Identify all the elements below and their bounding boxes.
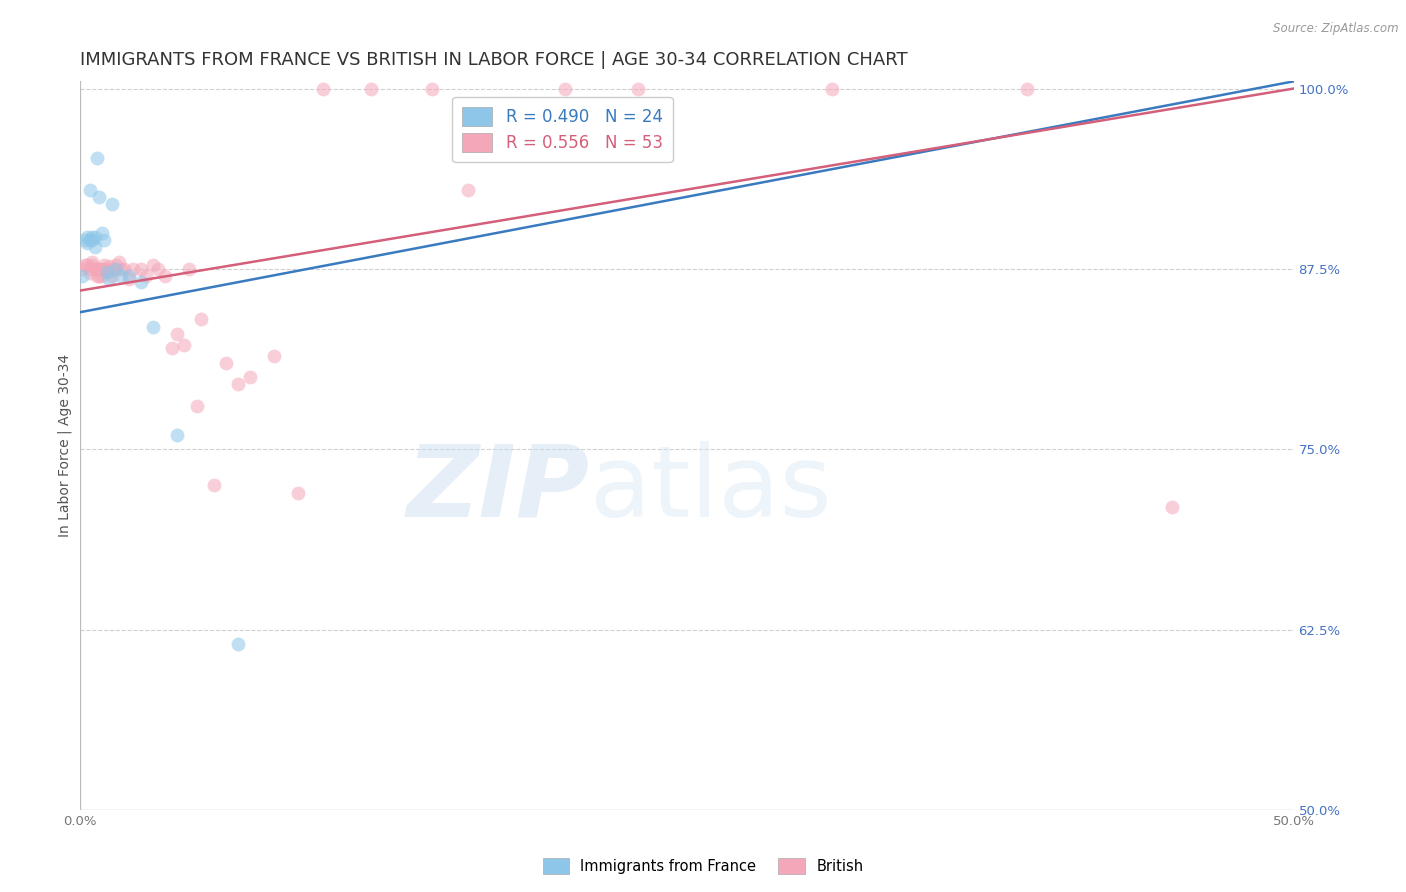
Point bbox=[82, 233, 104, 247]
Point bbox=[146, 262, 169, 277]
Point bbox=[179, 262, 201, 277]
Point bbox=[98, 265, 121, 279]
Point bbox=[226, 377, 249, 392]
Point bbox=[129, 262, 152, 277]
Point bbox=[86, 269, 108, 284]
Point bbox=[312, 81, 335, 95]
Point bbox=[1161, 500, 1184, 514]
Point bbox=[457, 183, 479, 197]
Point bbox=[76, 230, 98, 244]
Point bbox=[162, 341, 184, 355]
Point bbox=[554, 81, 576, 95]
Point bbox=[110, 262, 132, 277]
Point bbox=[129, 275, 152, 289]
Point bbox=[93, 233, 115, 247]
Point bbox=[100, 197, 122, 211]
Point bbox=[73, 258, 96, 272]
Point bbox=[122, 262, 145, 277]
Point bbox=[287, 485, 309, 500]
Point bbox=[82, 230, 104, 244]
Point bbox=[239, 370, 262, 384]
Point bbox=[190, 312, 212, 326]
Point bbox=[108, 254, 131, 268]
Point bbox=[83, 230, 105, 244]
Point bbox=[90, 262, 112, 277]
Point bbox=[1015, 81, 1038, 95]
Point bbox=[79, 262, 101, 277]
Point bbox=[73, 233, 96, 247]
Point bbox=[226, 637, 249, 651]
Point bbox=[76, 258, 98, 272]
Point bbox=[117, 272, 139, 286]
Point bbox=[79, 266, 101, 280]
Point bbox=[76, 235, 98, 250]
Point bbox=[173, 338, 195, 352]
Point bbox=[86, 151, 108, 165]
Point bbox=[103, 262, 125, 277]
Point bbox=[112, 262, 135, 277]
Point bbox=[166, 326, 188, 341]
Point bbox=[79, 183, 101, 197]
Point bbox=[186, 399, 208, 413]
Point bbox=[202, 478, 225, 492]
Point bbox=[263, 349, 285, 363]
Point bbox=[98, 259, 121, 273]
Point bbox=[100, 269, 122, 284]
Legend: Immigrants from France, British: Immigrants from France, British bbox=[537, 852, 869, 880]
Point bbox=[83, 240, 105, 254]
Text: atlas: atlas bbox=[589, 441, 831, 538]
Point bbox=[96, 262, 118, 277]
Point bbox=[93, 262, 115, 277]
Point bbox=[93, 258, 115, 272]
Point bbox=[105, 262, 128, 277]
Point bbox=[117, 269, 139, 284]
Point bbox=[142, 258, 165, 272]
Point bbox=[96, 265, 118, 279]
Point bbox=[82, 254, 104, 268]
Text: Source: ZipAtlas.com: Source: ZipAtlas.com bbox=[1274, 22, 1399, 36]
Point bbox=[72, 262, 94, 277]
Point bbox=[105, 258, 128, 272]
Point bbox=[98, 272, 121, 286]
Point bbox=[166, 428, 188, 442]
Point bbox=[90, 226, 112, 240]
Point bbox=[89, 190, 111, 204]
Point bbox=[89, 262, 111, 277]
Legend: R = 0.490   N = 24, R = 0.556   N = 53: R = 0.490 N = 24, R = 0.556 N = 53 bbox=[453, 97, 672, 162]
Point bbox=[90, 269, 112, 284]
Point bbox=[110, 269, 132, 284]
Point bbox=[89, 269, 111, 284]
Point bbox=[83, 262, 105, 277]
Point bbox=[79, 233, 101, 247]
Point bbox=[153, 269, 176, 284]
Point bbox=[214, 356, 236, 370]
Point bbox=[86, 262, 108, 277]
Point bbox=[135, 269, 157, 284]
Point bbox=[142, 319, 165, 334]
Point bbox=[72, 269, 94, 284]
Point bbox=[360, 81, 382, 95]
Text: IMMIGRANTS FROM FRANCE VS BRITISH IN LABOR FORCE | AGE 30-34 CORRELATION CHART: IMMIGRANTS FROM FRANCE VS BRITISH IN LAB… bbox=[80, 51, 908, 69]
Point bbox=[821, 81, 844, 95]
Point bbox=[420, 81, 443, 95]
Point bbox=[627, 81, 650, 95]
Y-axis label: In Labor Force | Age 30-34: In Labor Force | Age 30-34 bbox=[58, 354, 72, 537]
Text: ZIP: ZIP bbox=[406, 441, 589, 538]
Point bbox=[82, 258, 104, 272]
